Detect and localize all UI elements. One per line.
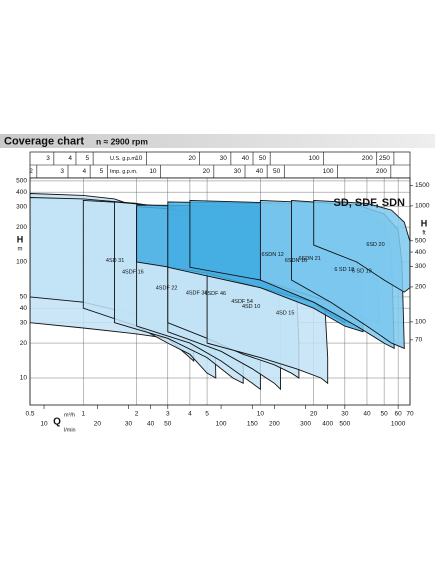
extra-axis-tick-label: 1000 [391, 421, 406, 428]
region-label: 4SDF 36 [186, 290, 208, 296]
region-label: 4SDF 16 [122, 269, 144, 275]
axes: 0.5 1 2 3 4 5 10 20 30 40 50 60 70102030405010020030… [16, 152, 430, 433]
x-axis-label: Q [53, 417, 61, 428]
y-tick-label: 50 [20, 294, 28, 301]
y2-tick-label: 1000 [415, 203, 430, 210]
y2-tick-label: 400 [415, 249, 426, 256]
extra-axis-tick-label: 20 [94, 421, 102, 428]
extra-axis-tick-label: 200 [362, 155, 373, 162]
x-axis-unit: m³/h [64, 412, 75, 418]
extra-axis-tick-label: 5 [100, 168, 104, 175]
extra-axis-label: Imp. g.p.m. [110, 169, 138, 175]
region-label: 6SDN 21 [299, 256, 321, 262]
region-label: 4SDF 46 [204, 291, 226, 297]
x-tick-label: 5 [205, 411, 209, 418]
region-label: 6SDN 16 [285, 258, 307, 264]
extra-axis-tick-label: 20 [203, 168, 211, 175]
extra-axis-tick-label: 100 [323, 168, 334, 175]
extra-axis-tick-label: 10 [40, 421, 48, 428]
extra-axis-tick-label: 10 [149, 168, 157, 175]
y2-tick-label: 200 [415, 284, 426, 291]
chart-subtitle: n ≈ 2900 rpm [96, 136, 148, 146]
x-tick-label: 10 [257, 411, 265, 418]
region-label: 6SDN 12 [262, 252, 284, 258]
extra-axis-label: l/min [64, 427, 76, 433]
y-tick-label: 200 [16, 224, 27, 231]
plot-frame [29, 177, 411, 406]
region-label: 6 SD 19 [352, 269, 372, 275]
y2-tick-label: 1500 [415, 182, 430, 189]
extra-axis-tick-label: 4 [68, 155, 72, 162]
extra-axis-tick-label: 20 [188, 155, 196, 162]
x-tick-label: 20 [310, 411, 318, 418]
y2-tick-label: 70 [415, 337, 423, 344]
x-tick-label: 70 [406, 411, 414, 418]
extra-axis-tick-label: 3 [46, 155, 50, 162]
y-tick-label: 100 [16, 259, 27, 266]
chart-label: SD, SDF, SDN [333, 197, 405, 209]
y-axis-unit: m [18, 247, 23, 253]
region-label: 4SD 15 [276, 310, 294, 316]
y-axis-label: H [17, 234, 24, 244]
y2-tick-label: 100 [415, 319, 426, 326]
extra-axis-tick-label: 4 [82, 168, 86, 175]
y-tick-label: 40 [20, 305, 28, 312]
y-tick-label: 300 [16, 203, 27, 210]
x-tick-label: 60 [395, 411, 403, 418]
extra-axis-tick-label: 300 [300, 421, 311, 428]
y2-tick-label: 300 [415, 263, 426, 270]
y-tick-label: 10 [20, 375, 28, 382]
extra-axis-tick-label: 40 [147, 421, 155, 428]
extra-axis-tick-label: 3 [60, 168, 64, 175]
extra-axis-tick-label: 10 [135, 155, 143, 162]
chart-title: Coverage chart [4, 135, 84, 147]
extra-axis-tick-label: 30 [125, 421, 133, 428]
extra-axis-tick-label: 30 [234, 168, 242, 175]
x-tick-label: 30 [341, 411, 349, 418]
region-label: 4SD 10 [242, 304, 260, 310]
extra-axis-tick-label: 100 [309, 155, 320, 162]
y2-axis-unit: ft [422, 231, 426, 237]
x-tick-label: 40 [363, 411, 371, 418]
regions [30, 193, 410, 391]
extra-axis-tick-label: 500 [339, 421, 350, 428]
y-tick-label: 500 [16, 178, 27, 185]
extra-axis-tick-label: 150 [247, 421, 258, 428]
y-tick-label: 400 [16, 189, 27, 196]
extra-axis-tick-label: 100 [216, 421, 227, 428]
region-label: 4SDF 54 [231, 299, 253, 305]
region-label: 6 SD 18 [334, 267, 354, 273]
extra-axis-tick-label: 2 [29, 168, 33, 175]
extra-axis-tick-label: 200 [376, 168, 387, 175]
y-tick-label: 30 [20, 319, 28, 326]
extra-axis-tick-label: 40 [242, 155, 250, 162]
y2-axis-label: H [421, 218, 428, 228]
extra-axis-tick-label: 400 [322, 421, 333, 428]
x-tick-label: 4 [188, 411, 192, 418]
x-tick-label: 2 [135, 411, 139, 418]
extra-axis-tick-label: 50 [164, 421, 172, 428]
region-label: 4SDF 22 [156, 285, 178, 291]
x-tick-label: 0.5 [25, 411, 34, 418]
coverage-region [313, 199, 410, 293]
region-label: 6SD 20 [366, 242, 384, 248]
y2-tick-label: 500 [415, 238, 426, 245]
x-tick-label: 3 [166, 411, 170, 418]
extra-axis-tick-label: 40 [256, 168, 264, 175]
region-label: 4SD 31 [106, 258, 124, 264]
extra-axis-tick-label: 50 [273, 168, 281, 175]
extra-axis-tick-label: 50 [259, 155, 267, 162]
extra-axis-tick-label: 30 [220, 155, 228, 162]
extra-axis-label: U.S. g.p.m. [110, 156, 138, 162]
x-tick-label: 1 [81, 411, 85, 418]
x-tick-label: 50 [381, 411, 389, 418]
y-tick-label: 20 [20, 340, 28, 347]
header-band [0, 134, 435, 148]
extra-axis-tick-label: 5 [85, 155, 89, 162]
extra-axis-tick-label: 250 [379, 155, 390, 162]
extra-axis-tick-label: 200 [269, 421, 280, 428]
